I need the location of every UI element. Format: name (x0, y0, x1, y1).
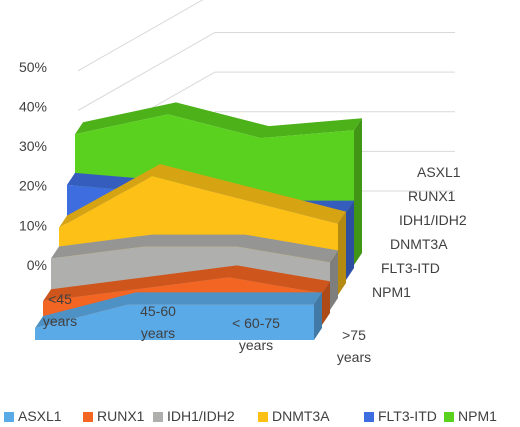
legend-swatch (444, 412, 454, 422)
series-side-face (330, 250, 338, 310)
y-tick-label: 20% (19, 178, 47, 194)
x-tick-label: <45 years (43, 291, 77, 329)
legend: ASXL1 RUNX1 IDH1/IDH2 DNMT3A FLT3-ITD NPM1 (4, 408, 497, 424)
series-top-face (75, 102, 362, 139)
series-ribbons (35, 102, 362, 340)
series-area (35, 304, 314, 340)
series-axis-label: NPM1 (372, 284, 411, 300)
legend-label: RUNX1 (97, 408, 145, 424)
x-tick-label-line: years (239, 337, 273, 353)
legend-label: FLT3-ITD (378, 408, 437, 424)
x-tick-label: 45-60 years (140, 303, 176, 341)
series-axis-label: FLT3-ITD (381, 260, 440, 276)
series-top-face (35, 292, 322, 329)
y-tick-label: 10% (19, 217, 47, 233)
series-side-face (354, 118, 362, 266)
legend-swatch (4, 412, 14, 422)
series-axis-label: RUNX1 (408, 188, 456, 204)
x-tick-label-line: < 60-75 (232, 315, 280, 331)
series-axis: ASXL1 RUNX1 IDH1/IDH2 DNMT3A FLT3-ITD NPM1 (372, 164, 467, 300)
series-side-face (346, 200, 354, 280)
series-axis-label: ASXL1 (417, 164, 461, 180)
legend-label: NPM1 (458, 408, 497, 424)
series-side-face (338, 211, 346, 295)
x-tick-label-line: <45 (48, 291, 72, 307)
legend-swatch (153, 412, 163, 422)
y-tick-label: 50% (19, 59, 47, 75)
x-tick-label-line: years (141, 325, 175, 341)
series-top-face (59, 164, 346, 228)
legend-label: ASXL1 (18, 408, 62, 424)
series-top-face (43, 265, 330, 302)
y-tick-label: 40% (19, 98, 47, 114)
series-side-face (322, 281, 330, 325)
x-tick-label-line: 45-60 (140, 303, 176, 319)
legend-label: IDH1/IDH2 (167, 408, 235, 424)
y-tick-label: 30% (19, 138, 47, 154)
gridline-side (77, 32, 216, 111)
series-side-face (314, 292, 322, 340)
series-top-face (51, 234, 338, 263)
legend-item: ASXL1 (4, 408, 62, 424)
legend-item: DNMT3A (258, 408, 330, 424)
legend-item: FLT3-ITD (364, 408, 437, 424)
series-asxl1 (35, 292, 322, 340)
legend-item: IDH1/IDH2 (153, 408, 235, 424)
series-axis-label: DNMT3A (390, 236, 448, 252)
legend-swatch (83, 412, 93, 422)
legend-swatch (364, 412, 374, 422)
legend-item: RUNX1 (83, 408, 145, 424)
series-axis-label: IDH1/IDH2 (399, 212, 467, 228)
x-axis: <45 years 45-60 years < 60-75 years >75 years (43, 291, 371, 365)
x-tick-label: >75 years (337, 327, 371, 365)
legend-label: DNMT3A (272, 408, 330, 424)
x-tick-label-line: >75 (342, 327, 366, 343)
legend-swatch (258, 412, 268, 422)
x-tick-label: < 60-75 years (232, 315, 280, 353)
legend-item: NPM1 (444, 408, 497, 424)
x-tick-label-line: years (43, 313, 77, 329)
gridline-side (77, 0, 204, 72)
y-axis: 0% 10% 20% 30% 40% 50% (19, 59, 47, 273)
x-tick-label-line: years (337, 349, 371, 365)
y-tick-label: 0% (27, 257, 47, 273)
